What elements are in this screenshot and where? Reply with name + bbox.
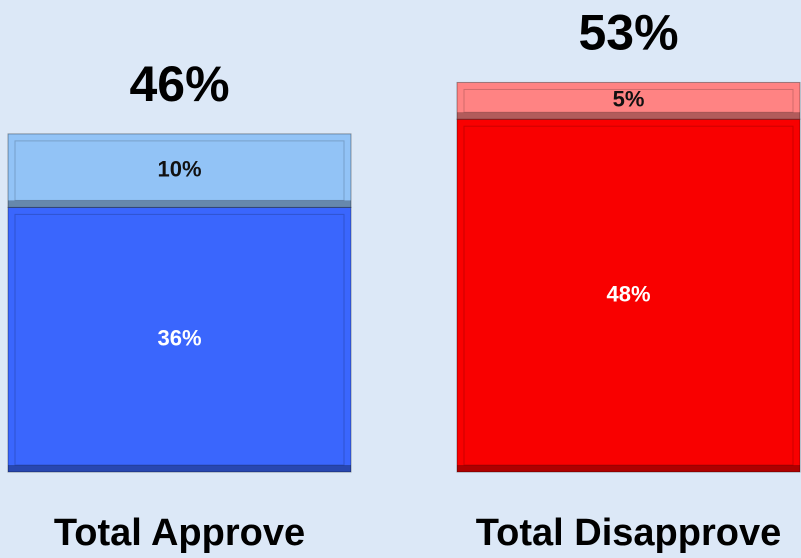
segment-label: 10% — [157, 156, 201, 181]
bevel-bottom — [457, 112, 800, 120]
bar-segment — [456, 118, 801, 473]
bevel-bottom — [8, 200, 351, 208]
bar-segment — [7, 206, 352, 473]
bevel — [14, 140, 345, 201]
category-label: Total Approve — [54, 512, 305, 554]
bevel — [463, 125, 794, 466]
category-label: Total Disapprove — [476, 512, 781, 554]
bevel — [463, 88, 794, 113]
segment-label: 48% — [606, 281, 650, 306]
total-label: 53% — [578, 5, 678, 61]
bar-segment — [456, 81, 801, 120]
bevel-bottom — [8, 465, 351, 472]
bevel-bottom — [457, 465, 800, 472]
total-label: 46% — [129, 56, 229, 112]
segment-label: 36% — [157, 326, 201, 351]
bevel — [14, 213, 345, 466]
bar-segment — [7, 133, 352, 208]
segment-label: 5% — [613, 87, 645, 112]
